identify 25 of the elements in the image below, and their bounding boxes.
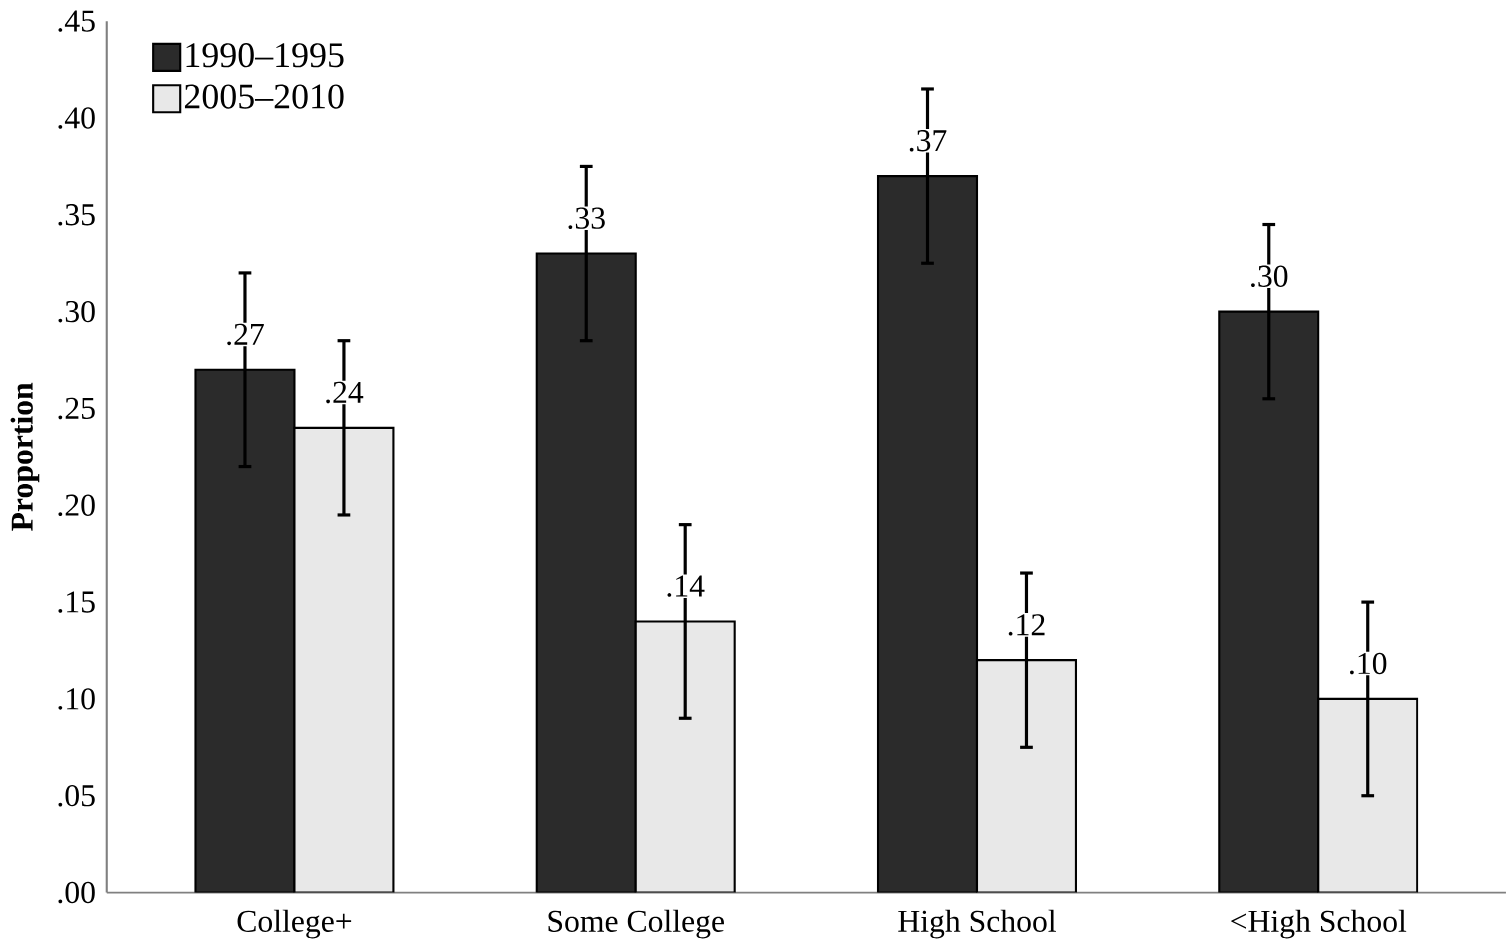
data-label: .30 — [1251, 265, 1288, 288]
data-label: .27 — [227, 323, 264, 346]
y-tick-label: .20 — [58, 494, 95, 517]
x-tick-label: College+ — [237, 909, 352, 939]
y-tick-label: .15 — [58, 591, 95, 613]
x-tick-label: Some College — [548, 909, 724, 939]
x-tick-label: High School — [898, 909, 1056, 939]
data-label: .24 — [326, 381, 364, 404]
y-tick-label: .30 — [58, 300, 95, 323]
data-label: .10 — [1350, 652, 1387, 675]
y-tick-label: .10 — [58, 688, 95, 710]
data-label: .12 — [1008, 614, 1045, 636]
x-tick-label: <High School — [1231, 909, 1407, 939]
y-tick-label: .05 — [58, 784, 95, 807]
data-label: .14 — [667, 575, 705, 597]
legend-label: 1990–1995 — [186, 43, 344, 68]
y-tick-label: .35 — [58, 204, 95, 226]
y-tick-label: .25 — [58, 397, 95, 420]
legend-label: 2005–2010 — [184, 84, 344, 109]
y-tick-label: .45 — [58, 10, 95, 32]
y-tick-label: .40 — [58, 107, 95, 129]
data-label: .37 — [909, 130, 947, 152]
y-tick-label: .00 — [58, 881, 95, 904]
y-axis-title: Proportion — [10, 382, 40, 531]
data-label: .33 — [568, 207, 605, 229]
